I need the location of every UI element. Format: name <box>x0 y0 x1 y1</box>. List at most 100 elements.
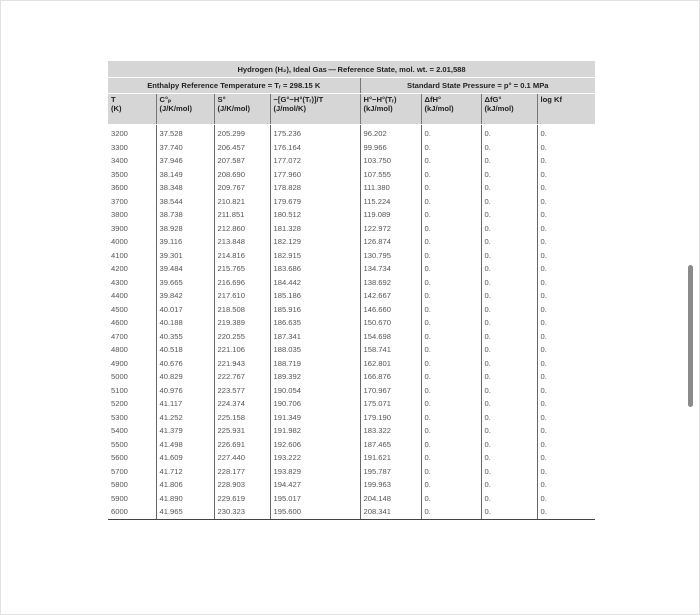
table-cell: 0. <box>536 397 596 411</box>
table-cell: 0. <box>480 343 538 357</box>
table-cell: 0. <box>420 451 482 465</box>
table-cell: 0. <box>536 262 596 276</box>
table-cell: 0. <box>420 343 482 357</box>
table-cell: 4300 <box>108 275 157 289</box>
table-cell: 0. <box>480 316 538 330</box>
table-cell: 0. <box>420 505 482 520</box>
table-cell: 0. <box>420 316 482 330</box>
table-cell: 180.512 <box>269 208 361 222</box>
table-cell: 187.465 <box>359 437 422 451</box>
column-header: −[G°−H°(Tᵣ)]/T (J/mol/K) <box>269 93 361 125</box>
table-cell: 190.054 <box>269 383 361 397</box>
table-cell: 4600 <box>108 316 157 330</box>
table-cell: 228.177 <box>213 464 271 478</box>
column-header: ΔfH° (kJ/mol) <box>420 93 482 125</box>
table-cell: 0. <box>480 464 538 478</box>
table-cell: 0. <box>536 302 596 316</box>
table-cell: 41.117 <box>155 397 215 411</box>
table-cell: 96.202 <box>359 124 422 141</box>
table-cell: 3600 <box>108 181 157 195</box>
table-cell: 99.966 <box>359 140 422 154</box>
table-cell: 6000 <box>108 505 157 520</box>
table-cell: 119.089 <box>359 208 422 222</box>
table-cell: 0. <box>480 235 538 249</box>
column-unit: (J/mol/K) <box>273 104 307 113</box>
table-cell: 0. <box>420 221 482 235</box>
table-cell: 38.149 <box>155 167 215 181</box>
table-cell: 0. <box>420 383 482 397</box>
table-row: 5100 40.976 223.577 190.054 170.967 0. 0. 0. <box>108 383 596 397</box>
table-cell: 210.821 <box>213 194 271 208</box>
table-cell: 179.679 <box>269 194 361 208</box>
table-cell: 170.967 <box>359 383 422 397</box>
column-unit: (K) <box>111 104 122 113</box>
table-cell: 199.963 <box>359 478 422 492</box>
table-cell: 0. <box>420 397 482 411</box>
table-cell: 134.734 <box>359 262 422 276</box>
column-unit: (J/K/mol) <box>159 104 193 113</box>
table-cell: 3900 <box>108 221 157 235</box>
table-row: 3300 37.740 206.457 176.164 99.966 0. 0. 0. <box>108 140 596 154</box>
table-row: 3900 38.928 212.860 181.328 122.972 0. 0. 0. <box>108 221 596 235</box>
table-cell: 40.188 <box>155 316 215 330</box>
table-cell: 3500 <box>108 167 157 181</box>
table-cell: 193.829 <box>269 464 361 478</box>
table-cell: 0. <box>536 343 596 357</box>
table-cell: 0. <box>536 275 596 289</box>
column-unit: (kJ/mol) <box>484 104 514 113</box>
table-cell: 185.186 <box>269 289 361 303</box>
table-cell: 194.427 <box>269 478 361 492</box>
table-row: 5300 41.252 225.158 191.349 179.190 0. 0. 0. <box>108 410 596 424</box>
table-cell: 0. <box>536 167 596 181</box>
table-cell: 0. <box>536 370 596 384</box>
table-cell: 0. <box>420 208 482 222</box>
scrollbar[interactable] <box>688 265 693 407</box>
standard-pressure: Standard State Pressure = p° = 0.1 MPa <box>359 77 596 94</box>
table-cell: 0. <box>536 464 596 478</box>
table-cell: 38.928 <box>155 221 215 235</box>
table-cell: 40.976 <box>155 383 215 397</box>
table-cell: 40.017 <box>155 302 215 316</box>
table-cell: 206.457 <box>213 140 271 154</box>
table-cell: 3300 <box>108 140 157 154</box>
table-cell: 5700 <box>108 464 157 478</box>
table-cell: 175.071 <box>359 397 422 411</box>
table-cell: 5200 <box>108 397 157 411</box>
table-cell: 5000 <box>108 370 157 384</box>
table-cell: 38.544 <box>155 194 215 208</box>
table-cell: 181.328 <box>269 221 361 235</box>
table-cell: 186.635 <box>269 316 361 330</box>
table-cell: 188.719 <box>269 356 361 370</box>
table-cell: 4900 <box>108 356 157 370</box>
table-cell: 208.690 <box>213 167 271 181</box>
table-cell: 0. <box>480 478 538 492</box>
table-cell: 209.767 <box>213 181 271 195</box>
table-cell: 0. <box>536 140 596 154</box>
table-cell: 130.795 <box>359 248 422 262</box>
table-cell: 5300 <box>108 410 157 424</box>
table-cell: 158.741 <box>359 343 422 357</box>
table-cell: 175.236 <box>269 124 361 141</box>
table-cell: 0. <box>480 221 538 235</box>
table-row: 4400 39.842 217.610 185.186 142.667 0. 0. 0. <box>108 289 596 303</box>
table-cell: 0. <box>420 181 482 195</box>
table-cell: 126.874 <box>359 235 422 249</box>
table-cell: 220.255 <box>213 329 271 343</box>
table-cell: 0. <box>420 464 482 478</box>
table-cell: 146.660 <box>359 302 422 316</box>
table-cell: 224.374 <box>213 397 271 411</box>
table-cell: 193.222 <box>269 451 361 465</box>
table-row: 4500 40.017 218.508 185.916 146.660 0. 0. 0. <box>108 302 596 316</box>
table-cell: 40.676 <box>155 356 215 370</box>
table-cell: 138.692 <box>359 275 422 289</box>
table-cell: 39.484 <box>155 262 215 276</box>
table-cell: 0. <box>480 505 538 520</box>
table-cell: 0. <box>480 124 538 141</box>
table-cell: 115.224 <box>359 194 422 208</box>
table-cell: 0. <box>536 505 596 520</box>
table-row: 5800 41.806 228.903 194.427 199.963 0. 0. 0. <box>108 478 596 492</box>
table-cell: 4800 <box>108 343 157 357</box>
table-cell: 215.765 <box>213 262 271 276</box>
table-cell: 40.829 <box>155 370 215 384</box>
table-cell: 190.706 <box>269 397 361 411</box>
